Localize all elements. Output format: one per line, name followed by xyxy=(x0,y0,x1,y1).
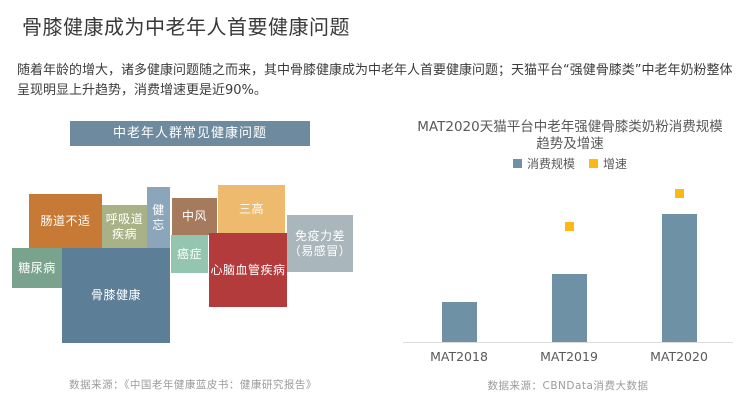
legend-item-growth: 增速 xyxy=(589,155,627,172)
block-diabetes: 糖尿病 xyxy=(12,248,62,288)
bar-mat2020 xyxy=(662,214,697,342)
chart-source: 数据来源：CBNData消费大数据 xyxy=(487,380,649,392)
block-respiratory-disease: 呼吸道疾病 xyxy=(102,205,147,248)
block-weak-immunity: 免疫力差 （易感冒） xyxy=(287,215,353,272)
block-stroke: 中风 xyxy=(172,198,217,235)
chart-legend: 消费规模 增速 xyxy=(412,155,728,171)
intro-paragraph: 随着年龄的增大，诸多健康问题随之而来，其中骨膝健康成为中老年人首要健康问题；天猫… xyxy=(17,63,733,98)
x-label-mat2020: MAT2020 xyxy=(650,349,708,364)
block-knee-bone-health: 骨膝健康 xyxy=(62,248,170,343)
legend-item-consumption: 消费规模 xyxy=(512,155,575,172)
treemap-source: 数据来源：《中国老年健康蓝皮书：健康研究报告》 xyxy=(69,379,317,391)
legend-label-growth: 增速 xyxy=(603,156,628,171)
legend-swatch-growth-icon xyxy=(589,158,598,168)
block-cancer: 癌症 xyxy=(171,235,208,273)
bar-chart-plot: MAT2018 MAT2019 MAT2020 xyxy=(403,180,733,364)
page-title: 骨膝健康成为中老年人首要健康问题 xyxy=(22,15,350,39)
block-forgetfulness: 健忘 xyxy=(147,187,170,248)
bar-mat2019 xyxy=(552,274,587,342)
chart-title: MAT2020天猫平台中老年强健骨膝类奶粉消费规模趋势及增速 xyxy=(417,119,723,152)
block-intestinal-discomfort: 肠道不适 xyxy=(29,194,102,248)
treemap-title: 中老年人群常见健康问题 xyxy=(70,121,310,146)
growth-marker-mat2020 xyxy=(675,189,684,198)
block-cardiovascular-disease: 心脑血管疾病 xyxy=(209,233,287,307)
block-three-highs: 三高 xyxy=(218,185,285,233)
legend-swatch-consumption-icon xyxy=(512,158,522,168)
x-label-mat2018: MAT2018 xyxy=(430,349,488,364)
x-label-mat2019: MAT2019 xyxy=(540,349,598,364)
bar-mat2018 xyxy=(442,302,477,342)
legend-label-consumption: 消费规模 xyxy=(526,156,575,171)
growth-marker-mat2019 xyxy=(565,222,574,231)
x-axis-line xyxy=(403,342,733,343)
